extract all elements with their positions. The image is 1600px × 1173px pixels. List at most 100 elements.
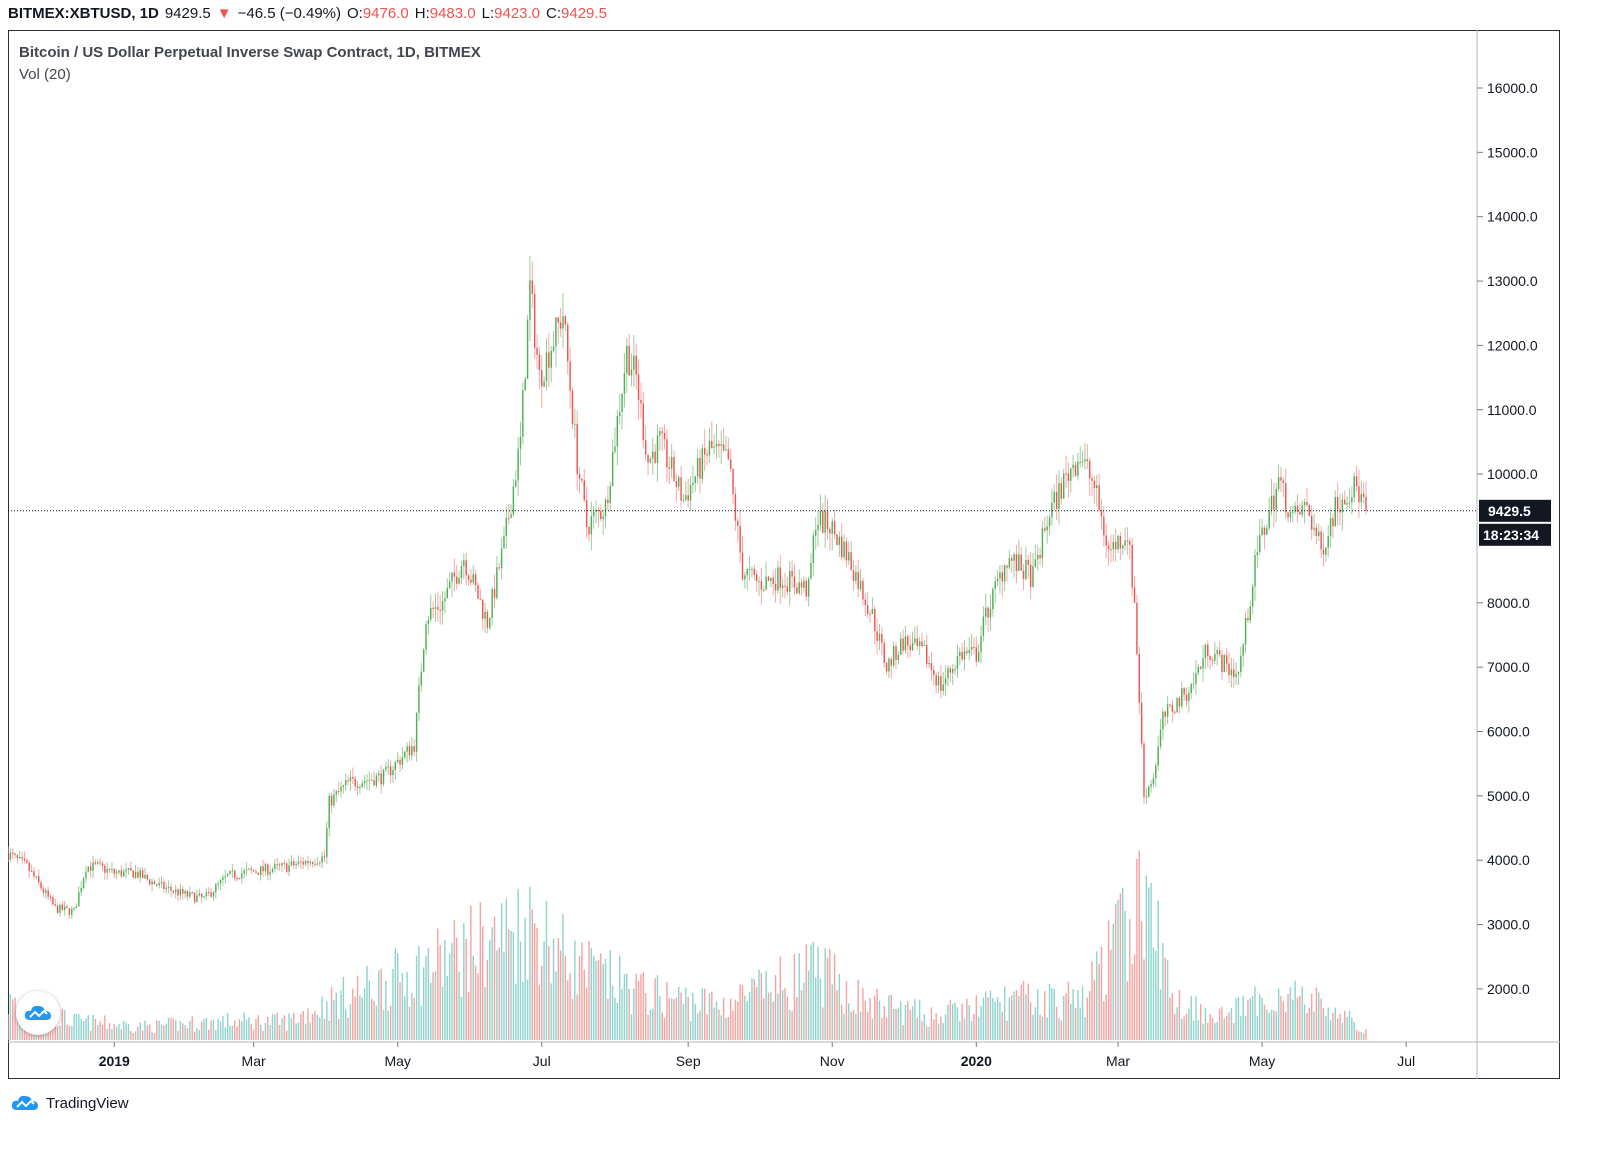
candle <box>193 891 196 905</box>
volume-bar <box>245 1019 248 1040</box>
volume-bar <box>345 1009 347 1040</box>
candle <box>1259 518 1261 555</box>
candle <box>593 505 595 529</box>
volume-bar <box>446 976 448 1040</box>
candle <box>413 739 415 757</box>
volume-bar <box>1032 1014 1034 1040</box>
volume-bar <box>349 1004 352 1040</box>
volume-bar <box>434 971 437 1040</box>
volume-bar <box>505 898 508 1040</box>
candle <box>798 569 800 595</box>
volume-bar <box>1348 1010 1351 1040</box>
volume-bar <box>578 955 581 1040</box>
candle <box>616 410 619 466</box>
volume-bar <box>923 1014 926 1040</box>
volume-bar <box>1284 1011 1287 1040</box>
candle <box>626 338 628 394</box>
candle <box>347 774 349 786</box>
chart-legend-title[interactable]: Bitcoin / US Dollar Perpetual Inverse Sw… <box>19 44 481 61</box>
candle <box>824 495 826 548</box>
candle <box>845 537 848 567</box>
volume-bar <box>515 984 517 1040</box>
volume-bar <box>1133 954 1136 1040</box>
volume-bar <box>855 1013 857 1040</box>
volume-bar <box>264 1022 267 1040</box>
volume-bar <box>56 1026 59 1040</box>
volume-bar <box>1355 1029 1358 1040</box>
volume-bar <box>156 1020 158 1040</box>
candle <box>1365 481 1367 515</box>
volume-bar <box>404 996 406 1040</box>
volume-bar <box>1027 983 1029 1040</box>
candle <box>1225 648 1228 672</box>
candle <box>434 593 437 623</box>
candle <box>380 764 382 794</box>
volume-bar <box>800 990 803 1040</box>
volume-bar <box>1126 981 1129 1040</box>
volume-bar <box>123 1020 125 1040</box>
volume-bar <box>302 1010 304 1040</box>
candle <box>1110 535 1112 563</box>
candle <box>564 314 567 332</box>
price-chart[interactable]: 2000.0 3000.0 4000.0 5000.0 6000.0 7000.0 8000… <box>8 30 1560 1079</box>
tradingview-logo-button[interactable] <box>16 991 60 1035</box>
candle <box>552 330 555 353</box>
candle <box>1060 477 1063 505</box>
candle <box>951 663 954 686</box>
footer-brand[interactable]: TradingView <box>8 1093 129 1113</box>
candle <box>567 321 569 375</box>
candle <box>290 855 293 867</box>
candle <box>954 664 956 676</box>
candle <box>1131 537 1133 596</box>
volume-bar <box>947 1004 949 1040</box>
volume-bar <box>810 944 812 1040</box>
candle <box>370 773 373 781</box>
volume-bar <box>78 1014 80 1040</box>
candle <box>1100 498 1103 530</box>
volume-bar <box>278 1024 281 1040</box>
candle <box>673 450 675 482</box>
candle <box>1313 513 1315 536</box>
volume-bar <box>1136 858 1138 1040</box>
candle <box>985 593 987 626</box>
volume-bar <box>1344 1010 1346 1040</box>
candle <box>1207 640 1209 668</box>
volume-bar <box>59 1025 61 1040</box>
volume-bar <box>640 974 642 1040</box>
volume-bar <box>708 993 711 1040</box>
volume-bar <box>562 913 564 1040</box>
candle <box>630 353 633 387</box>
candle <box>158 877 160 889</box>
volume-bar <box>779 956 781 1040</box>
candle <box>309 859 312 867</box>
candle <box>422 648 425 673</box>
candle <box>562 293 564 348</box>
candle <box>862 577 864 606</box>
symbol-name[interactable]: BITMEX:XBTUSD, 1D <box>8 4 159 22</box>
volume-bar <box>1216 1021 1218 1040</box>
candle <box>59 903 61 917</box>
candle <box>1133 576 1136 603</box>
candle <box>649 456 652 464</box>
volume-bar <box>262 1030 264 1040</box>
candle <box>243 867 245 878</box>
candle <box>361 780 363 788</box>
candle <box>810 552 812 580</box>
candle <box>503 526 505 549</box>
volume-bar <box>784 988 786 1040</box>
candle <box>198 888 201 897</box>
volume-bar <box>940 1016 942 1040</box>
time-tick-label: Jul <box>533 1053 551 1069</box>
volume-bar <box>465 938 467 1040</box>
volume-legend[interactable]: Vol (20) <box>19 66 71 83</box>
volume-bar <box>833 954 836 1040</box>
candle <box>1204 643 1207 669</box>
volume-bar <box>843 1013 845 1040</box>
candle <box>40 880 42 892</box>
candle <box>37 869 40 886</box>
volume-bar <box>1218 1008 1221 1040</box>
volume-bar <box>326 1001 328 1040</box>
volume-bar <box>97 1024 99 1040</box>
volume-bar <box>1320 998 1322 1040</box>
candle <box>904 626 907 654</box>
